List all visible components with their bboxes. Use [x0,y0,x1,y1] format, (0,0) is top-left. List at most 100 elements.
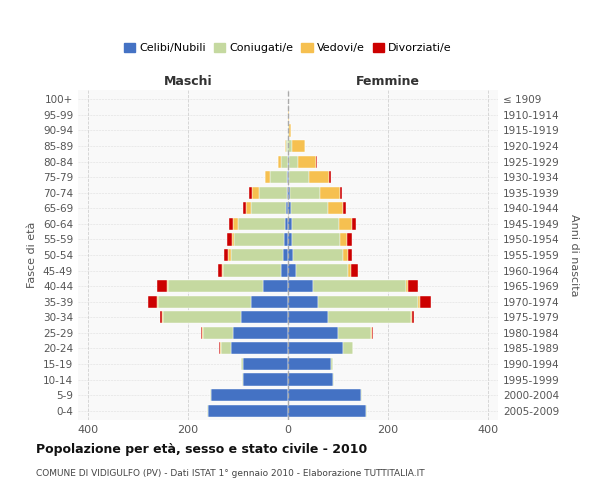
Bar [202,327,203,339]
Bar [288,171,289,183]
Bar [328,311,410,324]
Bar [292,218,339,230]
Bar [288,234,292,245]
Bar [290,202,328,214]
Bar [234,234,284,245]
Bar [218,264,222,276]
Bar [419,296,431,308]
Bar [288,140,292,152]
Bar [242,374,243,386]
Bar [265,171,269,183]
Bar [289,171,309,183]
Bar [224,249,228,261]
Bar [408,280,418,292]
Bar [284,140,286,152]
Bar [243,202,245,214]
Legend: Celibi/Nubili, Coniugati/e, Vedovi/e, Divorziati/e: Celibi/Nubili, Coniugati/e, Vedovi/e, Di… [121,40,455,56]
Bar [227,234,232,245]
Bar [288,296,318,308]
Bar [263,280,288,292]
Bar [343,249,348,261]
Bar [228,249,230,261]
Bar [286,202,288,214]
Bar [289,124,291,136]
Y-axis label: Fasce di età: Fasce di età [28,222,37,288]
Bar [288,264,296,276]
Bar [289,156,298,168]
Bar [220,342,221,354]
Bar [281,156,288,168]
Bar [269,171,287,183]
Bar [340,234,347,245]
Bar [309,171,329,183]
Bar [288,156,289,168]
Bar [350,264,358,276]
Bar [283,249,288,261]
Bar [167,280,168,292]
Bar [318,296,418,308]
Bar [293,249,343,261]
Bar [281,264,288,276]
Bar [168,280,263,292]
Bar [340,186,342,199]
Bar [221,342,230,354]
Bar [218,342,220,354]
Bar [157,280,167,292]
Bar [316,156,317,168]
Text: Maschi: Maschi [164,74,212,88]
Bar [243,374,288,386]
Bar [288,311,328,324]
Bar [328,202,343,214]
Bar [329,171,331,183]
Bar [223,264,281,276]
Text: COMUNE DI VIDIGULFO (PV) - Dati ISTAT 1° gennaio 2010 - Elaborazione TUTTITALIA.: COMUNE DI VIDIGULFO (PV) - Dati ISTAT 1°… [36,469,425,478]
Bar [249,186,251,199]
Bar [284,234,288,245]
Bar [288,327,338,339]
Bar [209,389,211,401]
Bar [410,311,412,324]
Bar [288,249,293,261]
Bar [339,218,352,230]
Bar [412,311,414,324]
Bar [371,327,373,339]
Bar [288,186,290,199]
Bar [201,327,202,339]
Bar [288,404,365,416]
Y-axis label: Anni di nascita: Anni di nascita [569,214,579,296]
Bar [288,374,333,386]
Bar [348,264,350,276]
Bar [162,311,163,324]
Bar [292,140,305,152]
Bar [259,186,287,199]
Bar [148,296,157,308]
Bar [348,249,352,261]
Bar [365,404,367,416]
Bar [298,156,316,168]
Bar [288,342,343,354]
Bar [286,140,288,152]
Bar [292,234,340,245]
Bar [406,280,408,292]
Bar [347,234,352,245]
Bar [203,327,233,339]
Bar [251,296,288,308]
Bar [230,249,283,261]
Bar [211,389,288,401]
Text: Popolazione per età, sesso e stato civile - 2010: Popolazione per età, sesso e stato civil… [36,442,367,456]
Bar [233,327,288,339]
Bar [313,280,406,292]
Bar [238,218,285,230]
Bar [229,218,233,230]
Bar [343,342,353,354]
Bar [288,358,331,370]
Bar [333,374,334,386]
Bar [251,186,259,199]
Bar [208,404,288,416]
Bar [288,202,290,214]
Bar [338,327,371,339]
Bar [245,202,251,214]
Bar [320,186,340,199]
Bar [288,389,361,401]
Bar [287,186,288,199]
